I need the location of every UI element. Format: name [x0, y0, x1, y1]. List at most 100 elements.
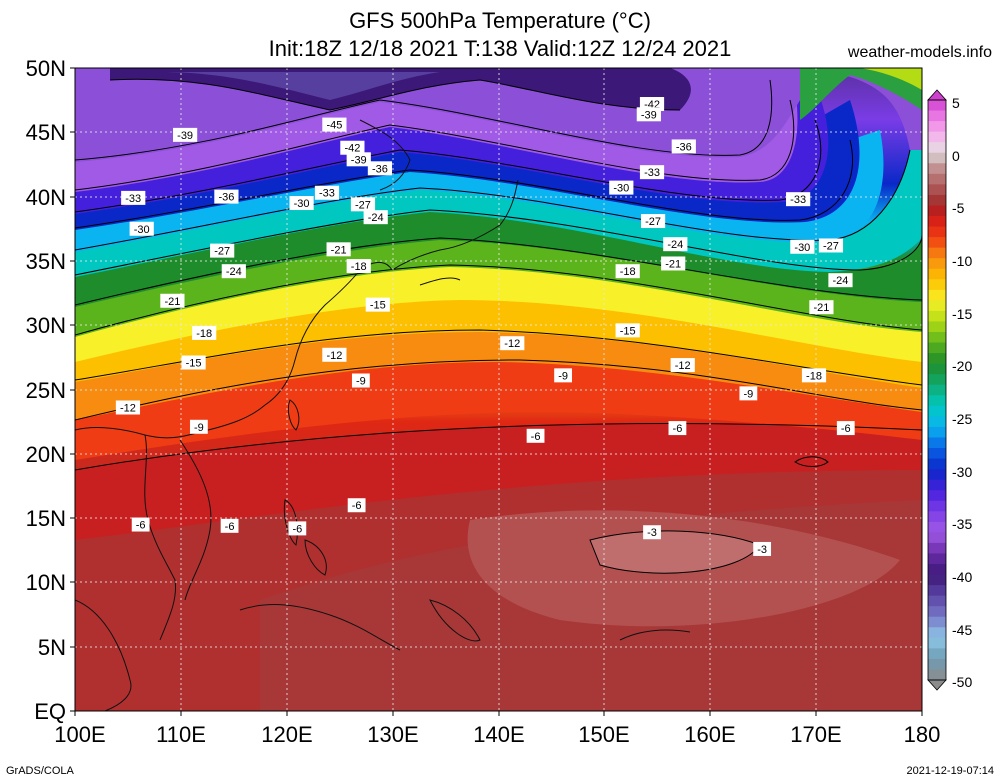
svg-text:-39: -39: [177, 130, 193, 142]
contour-label: -15: [615, 323, 640, 338]
colorbar-cell: [928, 669, 946, 681]
contour-label: -6: [220, 518, 239, 533]
svg-text:-9: -9: [558, 370, 568, 382]
colorbar-cell: [928, 142, 946, 154]
colorbar-cell: [928, 490, 946, 502]
contour-label: -27: [350, 197, 376, 212]
contour-label: -24: [828, 273, 853, 288]
colorbar-cell: [928, 511, 946, 523]
colorbar-cell: [928, 131, 946, 143]
contour-label: -12: [115, 400, 141, 415]
colorbar-tick-label: 5: [952, 95, 960, 111]
colorbar: 5 0 -5 -10 -15 -20 -25 -30 -35 -40 -45 -…: [927, 89, 972, 691]
lat-label: 40N: [26, 185, 66, 210]
colorbar-cell: [928, 395, 946, 407]
colorbar-cell: [928, 405, 946, 417]
latitude-labels: 50N 45N 40N 35N 30N 25N 20N 15N 10N 5N E…: [26, 56, 66, 724]
contour-label: -18: [346, 259, 371, 274]
svg-text:-42: -42: [344, 143, 360, 155]
colorbar-cell: [928, 437, 946, 449]
svg-text:-24: -24: [368, 212, 384, 224]
colorbar-cell: [928, 121, 946, 133]
lat-label: 20N: [26, 442, 66, 467]
lat-label: 10N: [26, 570, 66, 595]
colorbar-cell: [928, 321, 946, 333]
contour-label: -24: [663, 237, 688, 252]
colorbar-cell: [928, 585, 946, 597]
colorbar-tick-label: -10: [952, 253, 972, 269]
colorbar-tick-label: -15: [952, 306, 972, 322]
contour-label: -33: [314, 185, 340, 200]
colorbar-cell: [928, 574, 946, 586]
lon-label: 170E: [790, 722, 841, 747]
colorbar-cell: [928, 268, 946, 280]
contour-label: -39: [173, 127, 198, 142]
colorbar-cell: [928, 416, 946, 428]
colorbar-tick-label: -5: [952, 200, 965, 216]
svg-text:-3: -3: [757, 544, 767, 556]
svg-text:-21: -21: [164, 296, 180, 308]
svg-text:-9: -9: [194, 422, 204, 434]
contour-label: -9: [739, 386, 758, 401]
colorbar-cell: [928, 521, 946, 533]
lon-label: 130E: [367, 722, 418, 747]
svg-text:-9: -9: [743, 388, 753, 400]
lat-label: 15N: [26, 506, 66, 531]
lat-label: 45N: [26, 120, 66, 145]
lon-label: 110E: [156, 722, 206, 747]
svg-text:-30: -30: [794, 242, 810, 254]
axis-ticks: [70, 67, 923, 716]
colorbar-bottom-arrow: [927, 679, 947, 691]
contour-label: -45: [322, 117, 347, 132]
colorbar-cell: [928, 100, 946, 112]
colorbar-cell: [928, 479, 946, 491]
contour-label: -15: [365, 297, 390, 312]
svg-text:-27: -27: [214, 246, 230, 258]
contour-labels: -45-42-39-39-42-39-36-36-33-33 -30-33 -36-…: [115, 97, 855, 556]
lon-label: 140E: [473, 722, 524, 747]
contour-label: -30: [609, 180, 634, 195]
colorbar-cell: [928, 279, 946, 291]
lat-label: EQ: [34, 699, 66, 724]
colorbar-cell: [928, 216, 946, 228]
svg-text:-27: -27: [645, 216, 661, 228]
colorbar-tick-label: -30: [952, 464, 972, 480]
svg-text:-6: -6: [292, 523, 302, 535]
colorbar-cell: [928, 458, 946, 470]
contour-label: -24: [363, 210, 388, 225]
colorbar-cell: [928, 226, 946, 238]
contour-label: -27: [640, 214, 666, 229]
svg-text:-15: -15: [620, 325, 636, 337]
svg-text:-12: -12: [120, 403, 136, 415]
svg-text:-18: -18: [196, 328, 212, 340]
contour-label: -33: [786, 192, 811, 207]
svg-text:-36: -36: [676, 141, 692, 153]
contour-label: -36: [671, 139, 696, 154]
contour-label: -21: [326, 242, 351, 257]
contour-label: -15: [181, 355, 206, 370]
colorbar-cell: [928, 542, 946, 554]
svg-text:-39: -39: [641, 109, 657, 121]
colorbar-cell: [928, 553, 946, 565]
contour-label: -42: [340, 140, 365, 155]
contour-label: -12: [500, 336, 525, 351]
contour-label: -9: [351, 373, 370, 388]
colorbar-cell: [928, 448, 946, 460]
svg-text:-33: -33: [319, 188, 335, 200]
contour-label: -12: [322, 347, 347, 362]
lat-label: 50N: [26, 56, 66, 81]
svg-text:-36: -36: [372, 163, 388, 175]
contour-label: -6: [526, 428, 545, 443]
lat-label: 30N: [26, 313, 66, 338]
contour-label: -6: [836, 421, 855, 436]
contour-label: -33: [121, 190, 146, 205]
svg-text:-27: -27: [823, 240, 839, 252]
contour-label: -21: [160, 293, 185, 308]
lon-label: 100E: [54, 722, 105, 747]
contour-label: -33: [639, 165, 665, 180]
svg-text:-3: -3: [647, 527, 657, 539]
colorbar-cell: [928, 500, 946, 512]
svg-text:-6: -6: [136, 520, 146, 532]
coastlines: [75, 119, 691, 711]
svg-text:-45: -45: [326, 120, 342, 132]
